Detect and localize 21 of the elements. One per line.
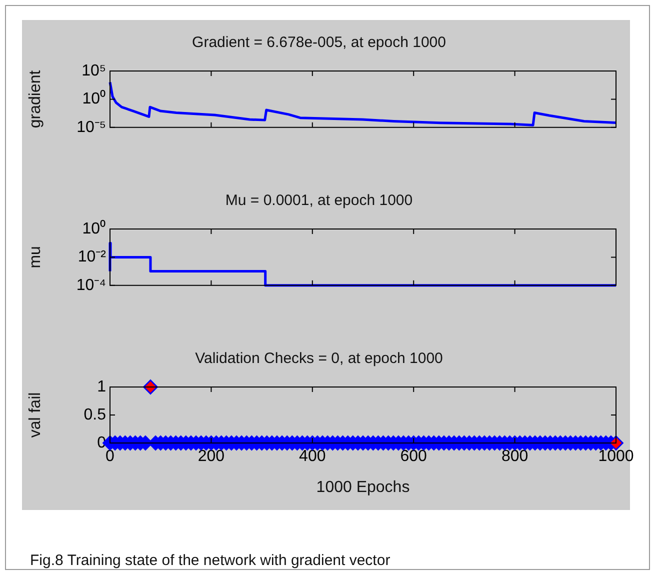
y-tick-label: 10⁻² <box>78 248 107 266</box>
y-axis-title: val fail <box>27 392 44 438</box>
x-axis-title: 1000 Epochs <box>316 478 410 496</box>
caption: Fig.8 Training state of the network with gradient vector <box>30 552 390 569</box>
y-tick-label: 10⁻⁵ <box>76 118 106 136</box>
chart-title: Mu = 0.0001, at epoch 1000 <box>225 192 413 210</box>
y-tick-label: 10⁵ <box>82 62 106 80</box>
x-tick-label: 800 <box>501 448 528 466</box>
y-tick-label: 10⁻⁴ <box>76 276 106 294</box>
y-axis-title: mu <box>27 246 44 268</box>
y-tick-label: 1 <box>97 378 106 396</box>
x-tick-label: 200 <box>198 448 225 466</box>
x-tick-label: 400 <box>299 448 326 466</box>
chart-title: Validation Checks = 0, at epoch 1000 <box>195 350 443 368</box>
chart-title: Gradient = 6.678e-005, at epoch 1000 <box>192 34 446 52</box>
y-tick-label: 0.5 <box>84 406 106 424</box>
y-axis-title: gradient <box>27 70 44 128</box>
y-tick-label: 10⁰ <box>82 219 106 238</box>
y-tick-label: 10⁰ <box>82 90 106 108</box>
x-tick-label: 600 <box>400 448 428 466</box>
x-tick-label: 1000 <box>598 448 634 466</box>
